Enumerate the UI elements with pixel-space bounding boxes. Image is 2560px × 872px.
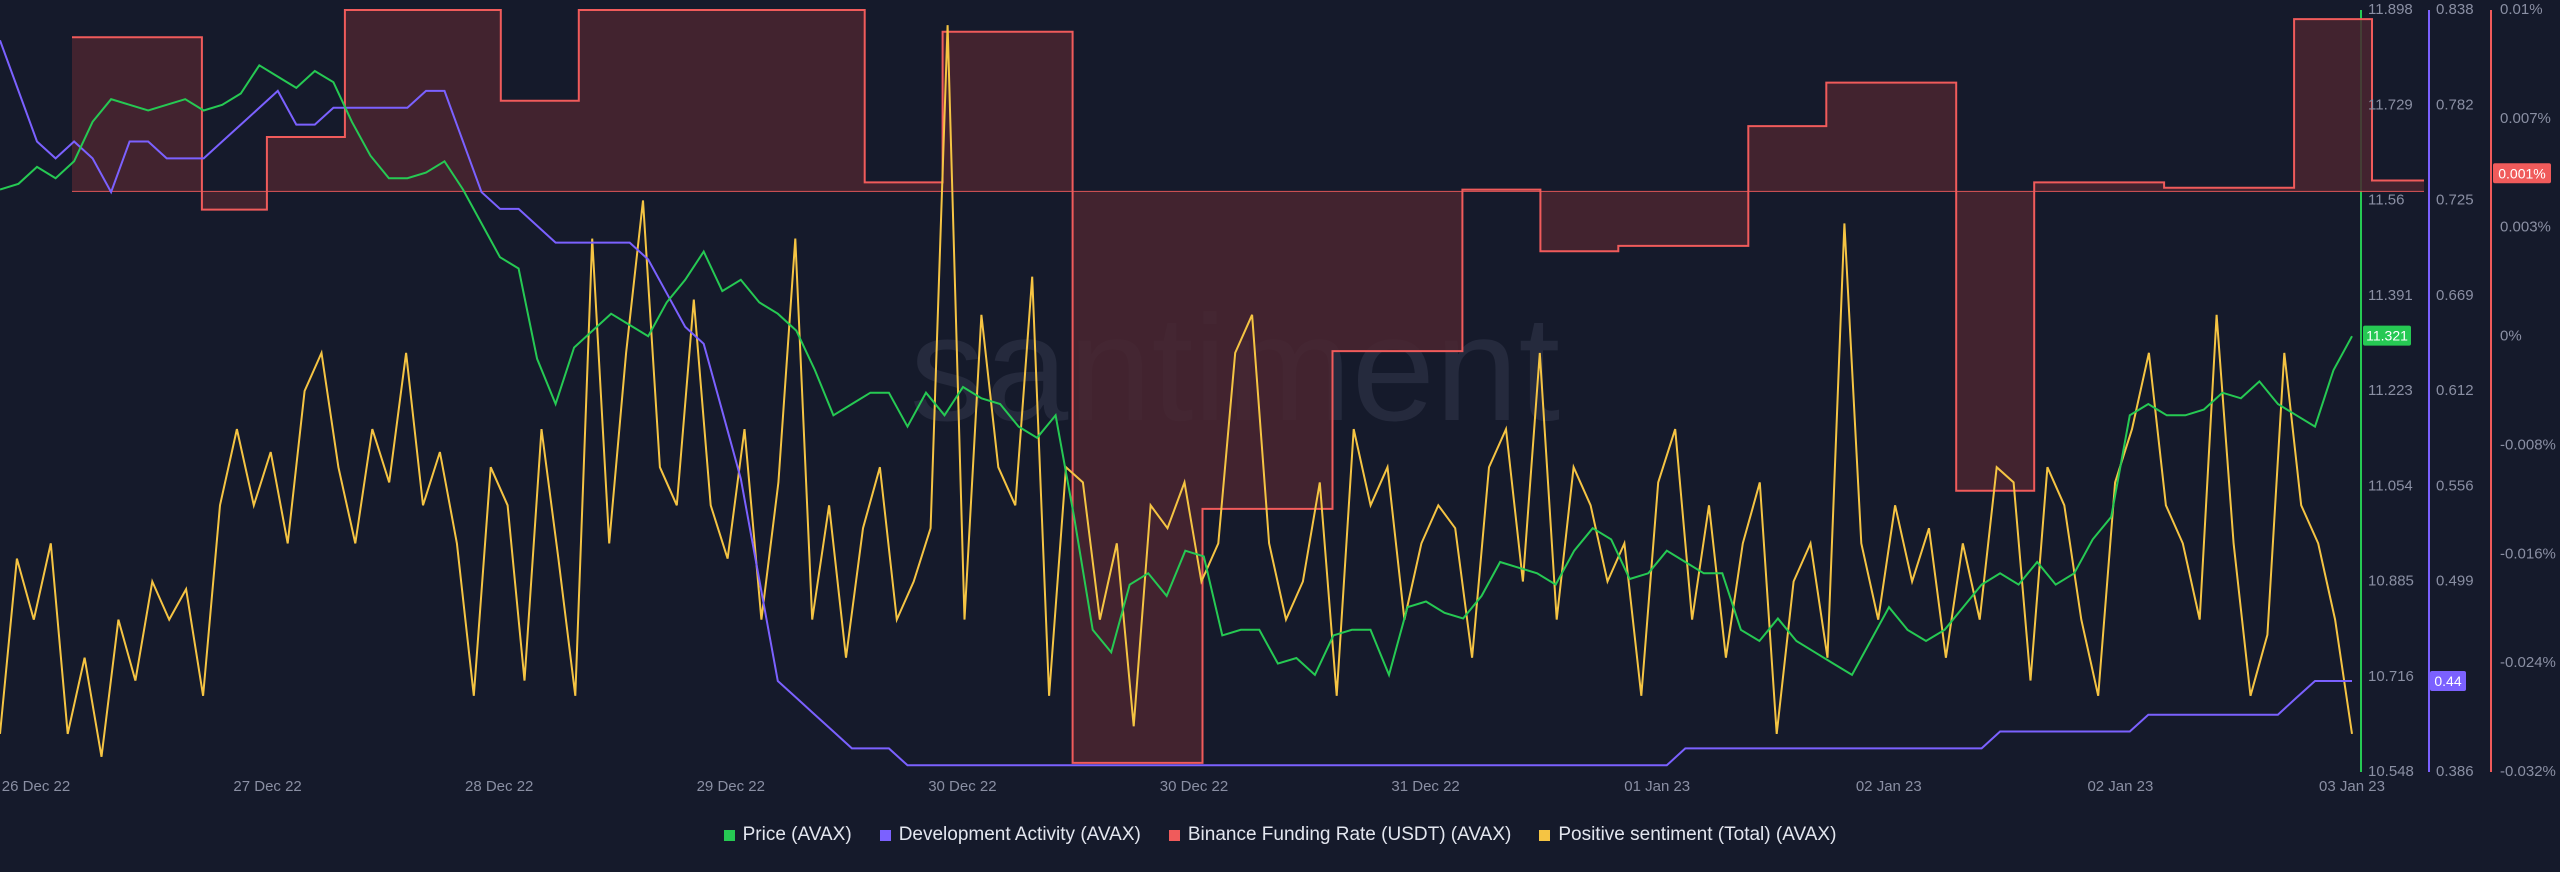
funding-current-value: 0.001% [2498, 165, 2545, 181]
price-axis-tick: 11.56 [2368, 192, 2404, 209]
legend-swatch-funding-rate [1168, 829, 1180, 841]
x-axis-tick: 02 Jan 23 [2087, 778, 2153, 795]
x-axis-tick: 31 Dec 22 [1391, 778, 1459, 795]
legend-item-dev-activity[interactable]: Development Activity (AVAX) [879, 824, 1141, 846]
dev-activity-axis-line [2428, 10, 2430, 772]
funding-rate-line [72, 9, 2424, 764]
dev-activity-axis-tick: 0.612 [2436, 382, 2474, 399]
x-axis-tick: 01 Jan 23 [1624, 778, 1690, 795]
dev-activity-axis-tick: 0.669 [2436, 287, 2474, 304]
price-axis-tick: 11.898 [2368, 1, 2413, 18]
funding-axis-tick: -0.016% [2500, 545, 2556, 562]
dev-activity-axis-tick: 0.499 [2436, 573, 2474, 590]
price-axis-line [2360, 10, 2362, 772]
legend-label-funding-rate: Binance Funding Rate (USDT) (AVAX) [1187, 824, 1512, 845]
chart-legend: Price (AVAX) Development Activity (AVAX)… [0, 820, 2560, 850]
price-axis-tick: 11.054 [2368, 477, 2413, 494]
legend-label-price: Price (AVAX) [742, 824, 852, 845]
x-axis-tick: 30 Dec 22 [1160, 778, 1228, 795]
funding-axis-tick: 0.003% [2500, 219, 2551, 236]
price-line [0, 63, 2353, 678]
x-axis-tick: 03 Jan 23 [2319, 778, 2385, 795]
dev-activity-axis-tick: 0.386 [2436, 763, 2474, 780]
price-axis-tick: 11.729 [2368, 96, 2413, 113]
x-axis-tick: 28 Dec 22 [465, 778, 533, 795]
legend-label-dev-activity: Development Activity (AVAX) [898, 824, 1141, 845]
x-axis-tick: 27 Dec 22 [233, 778, 301, 795]
x-axis-tick: 29 Dec 22 [697, 778, 765, 795]
funding-axis-tick: -0.032% [2500, 763, 2556, 780]
funding-axis-tick: 0.01% [2500, 1, 2543, 18]
dev-activity-axis-tick: 0.556 [2436, 477, 2474, 494]
dev-activity-current-badge [2430, 670, 2466, 691]
sentiment-line [0, 25, 2353, 757]
legend-label-sentiment: Positive sentiment (Total) (AVAX) [1558, 824, 1837, 845]
price-current-badge [2363, 325, 2411, 346]
legend-swatch-price [723, 829, 735, 841]
dev-activity-axis-tick: 0.725 [2436, 192, 2474, 209]
legend-swatch-sentiment [1539, 829, 1551, 841]
dev-activity-axis-tick: 0.782 [2436, 96, 2474, 113]
x-axis-tick: 26 Dec 22 [2, 778, 70, 795]
funding-rate-fill [72, 10, 2424, 763]
price-axis-tick: 10.885 [2368, 573, 2414, 590]
dev-activity-current-value: 0.44 [2434, 673, 2461, 689]
legend-item-price[interactable]: Price (AVAX) [723, 824, 852, 846]
dev-activity-line [0, 39, 2352, 767]
price-axis-tick: 11.223 [2368, 382, 2413, 399]
x-axis-tick: 30 Dec 22 [928, 778, 996, 795]
funding-axis-tick: 0.007% [2500, 110, 2551, 127]
price-current-value: 11.321 [2366, 328, 2408, 344]
funding-axis-line [2490, 10, 2492, 772]
price-axis-tick: 11.391 [2368, 287, 2413, 304]
price-axis-tick: 10.716 [2368, 668, 2414, 685]
legend-item-funding-rate[interactable]: Binance Funding Rate (USDT) (AVAX) [1168, 824, 1512, 846]
legend-swatch-dev-activity [879, 829, 891, 841]
funding-axis-tick: 0% [2500, 328, 2522, 345]
funding-current-badge [2493, 163, 2551, 184]
funding-axis-tick: -0.008% [2500, 436, 2556, 453]
legend-item-sentiment[interactable]: Positive sentiment (Total) (AVAX) [1539, 824, 1836, 846]
x-axis-tick: 02 Jan 23 [1856, 778, 1922, 795]
funding-axis-tick: -0.024% [2500, 654, 2556, 671]
dev-activity-axis-tick: 0.838 [2436, 1, 2474, 18]
price-axis-tick: 10.548 [2368, 763, 2414, 780]
